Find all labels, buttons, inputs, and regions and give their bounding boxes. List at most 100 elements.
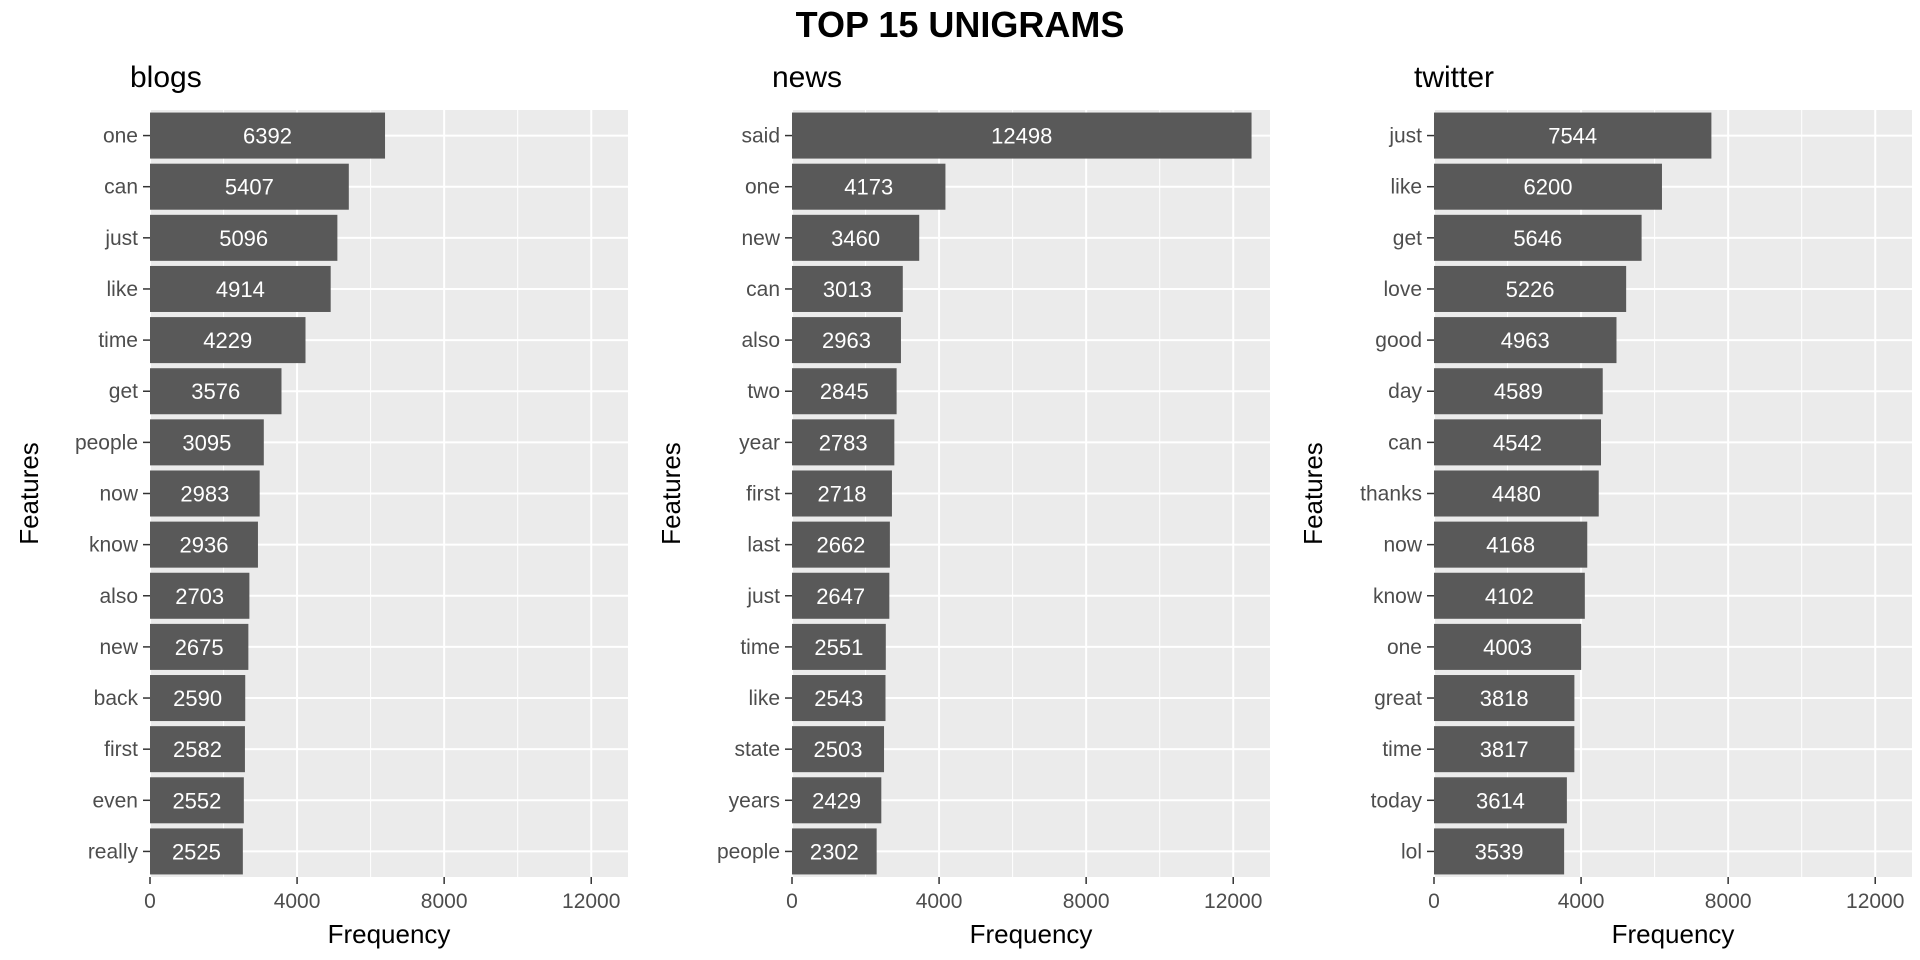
bar-value-label: 3095 [182, 430, 231, 455]
bar-value-label: 4229 [203, 328, 252, 353]
y-tick-label: really [88, 840, 139, 863]
bar-value-label: 2675 [175, 635, 224, 660]
y-tick-label: now [99, 483, 138, 506]
bar-value-label: 2503 [814, 737, 863, 762]
bar-one [150, 112, 386, 159]
bar-can [150, 163, 349, 210]
bar-like [792, 675, 886, 722]
y-tick-label: said [741, 125, 780, 148]
bar-value-label: 3818 [1480, 686, 1529, 711]
y-tick-label: also [741, 329, 780, 352]
y-axis-title: Features [14, 442, 44, 545]
x-tick-label: 4000 [1558, 890, 1605, 913]
bar-value-label: 3576 [191, 379, 240, 404]
bar-time [1434, 726, 1575, 773]
x-tick-label: 4000 [916, 890, 963, 913]
bar-two [792, 368, 897, 415]
y-tick-label: just [1388, 125, 1422, 148]
bar-time [792, 623, 886, 670]
bar-value-label: 2718 [817, 482, 866, 507]
y-tick-label: time [740, 636, 780, 659]
bar-value-label: 5096 [219, 226, 268, 251]
bar-new [792, 214, 920, 261]
bar-people [150, 419, 264, 466]
bar-value-label: 3614 [1476, 788, 1525, 813]
bar-value-label: 3817 [1480, 737, 1529, 762]
y-tick-label: people [75, 431, 138, 454]
y-tick-label: lol [1401, 840, 1422, 863]
y-tick-label: great [1374, 687, 1422, 710]
bar-value-label: 3539 [1475, 839, 1524, 864]
bar-value-label: 2302 [810, 839, 859, 864]
x-tick-label: 8000 [1705, 890, 1752, 913]
bar-people [792, 828, 877, 875]
bar-value-label: 4003 [1483, 635, 1532, 660]
bar-year [792, 419, 895, 466]
y-tick-label: last [747, 534, 780, 557]
y-tick-label: people [717, 840, 780, 863]
bar-value-label: 4914 [216, 277, 265, 302]
bar-one [792, 163, 946, 210]
y-tick-label: good [1375, 329, 1422, 352]
x-tick-label: 8000 [1063, 890, 1110, 913]
bar-first [150, 726, 245, 773]
y-tick-label: can [1388, 431, 1422, 454]
y-tick-label: new [99, 636, 138, 659]
bar-said [792, 112, 1252, 159]
y-tick-label: day [1388, 380, 1422, 403]
bar-value-label: 5646 [1513, 226, 1562, 251]
bar-value-label: 2647 [816, 584, 865, 609]
bar-new [150, 623, 249, 670]
bar-years [792, 777, 882, 824]
y-tick-label: state [734, 738, 780, 761]
y-tick-label: first [104, 738, 138, 761]
bar-value-label: 2936 [180, 533, 229, 558]
y-tick-label: now [1383, 534, 1422, 557]
y-tick-label: like [1390, 176, 1422, 199]
bar-get [1434, 214, 1642, 261]
panel-title: blogs [130, 61, 202, 94]
bar-can [792, 265, 903, 312]
bar-value-label: 4589 [1494, 379, 1543, 404]
bar-value-label: 2590 [173, 686, 222, 711]
x-tick-label: 8000 [421, 890, 468, 913]
bar-know [150, 521, 258, 568]
y-tick-label: one [103, 125, 138, 148]
bar-just [1434, 112, 1712, 159]
x-axis-title: Frequency [1612, 919, 1735, 949]
bar-first [792, 470, 892, 517]
bar-get [150, 368, 282, 415]
bar-value-label: 2845 [820, 379, 869, 404]
y-axis-title: Features [1298, 442, 1328, 545]
bar-really [150, 828, 243, 875]
bar-great [1434, 675, 1575, 722]
y-tick-label: like [106, 278, 138, 301]
bar-value-label: 5226 [1506, 277, 1555, 302]
bar-value-label: 4173 [844, 175, 893, 200]
x-tick-label: 12000 [562, 890, 620, 913]
bar-value-label: 12498 [991, 124, 1052, 149]
bar-value-label: 3460 [831, 226, 880, 251]
y-tick-label: know [1373, 585, 1423, 608]
bar-thanks [1434, 470, 1599, 517]
y-tick-label: thanks [1360, 483, 1422, 506]
bar-value-label: 2582 [173, 737, 222, 762]
y-tick-label: just [746, 585, 780, 608]
bar-know [1434, 572, 1585, 619]
bar-value-label: 2783 [819, 430, 868, 455]
bar-time [150, 317, 306, 364]
bar-one [1434, 623, 1582, 670]
chart-panel-blogs: 6392 5407 5096 4914 4229 3576 3095 2983 2936 2703… [14, 61, 628, 949]
x-tick-label: 0 [144, 890, 156, 913]
bar-value-label: 4102 [1485, 584, 1534, 609]
y-tick-label: two [747, 380, 780, 403]
y-tick-label: today [1371, 789, 1423, 812]
bar-value-label: 3013 [823, 277, 872, 302]
y-tick-label: can [104, 176, 138, 199]
bar-even [150, 777, 244, 824]
x-tick-label: 4000 [274, 890, 321, 913]
y-tick-label: first [746, 483, 780, 506]
x-axis-title: Frequency [328, 919, 451, 949]
x-tick-label: 0 [786, 890, 798, 913]
